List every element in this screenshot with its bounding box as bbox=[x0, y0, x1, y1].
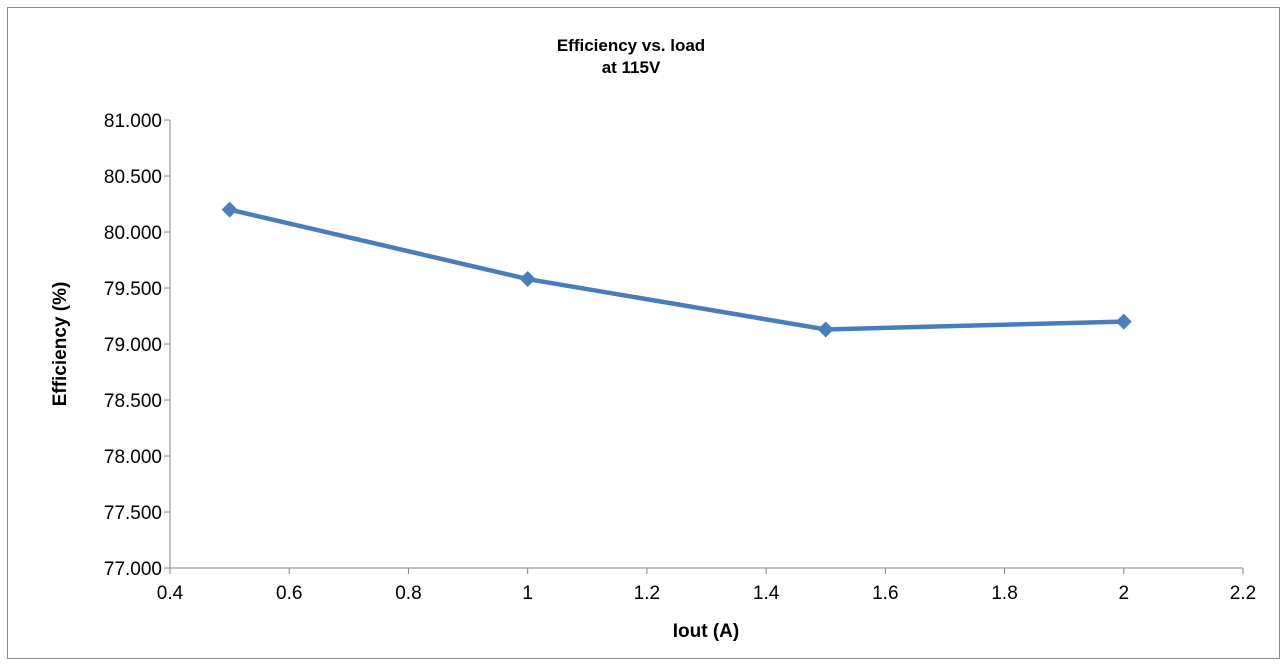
series-group bbox=[221, 201, 1132, 338]
x-axis-ticks: 0.4 0.6 0.8 1 1.2 1.4 1.6 1.8 2 2.2 bbox=[157, 568, 1256, 604]
x-tick-label: 2 bbox=[1118, 583, 1129, 604]
y-tick-label: 77.500 bbox=[104, 503, 162, 524]
x-tick-label: 0.4 bbox=[157, 583, 184, 604]
chart-title-line-1: Efficiency vs. load bbox=[557, 36, 705, 55]
data-point-marker bbox=[519, 271, 536, 288]
y-axis-title: Efficiency (%) bbox=[50, 282, 71, 407]
chart-frame bbox=[7, 7, 1280, 659]
y-tick-label: 79.500 bbox=[104, 279, 162, 300]
y-tick-label: 81.000 bbox=[104, 111, 162, 132]
x-tick-label: 2.2 bbox=[1230, 583, 1256, 604]
data-point-marker bbox=[1115, 313, 1132, 330]
x-axis-title: Iout (A) bbox=[673, 621, 739, 642]
data-point-marker bbox=[221, 201, 238, 218]
x-tick-label: 1.4 bbox=[753, 583, 780, 604]
series-line bbox=[229, 207, 1124, 332]
x-tick-label: 1.2 bbox=[634, 583, 660, 604]
y-tick-label: 78.000 bbox=[104, 447, 162, 468]
chart-title-line-2: at 115V bbox=[602, 58, 661, 77]
y-tick-label: 78.500 bbox=[104, 391, 162, 412]
x-tick-label: 1 bbox=[522, 583, 533, 604]
y-tick-label: 77.000 bbox=[104, 559, 162, 580]
y-axis-ticks: 77.000 77.500 78.000 78.500 79.000 79.500 80.0… bbox=[104, 111, 170, 580]
x-tick-label: 1.6 bbox=[872, 583, 898, 604]
y-tick-label: 80.000 bbox=[104, 223, 162, 244]
x-tick-label: 0.8 bbox=[395, 583, 421, 604]
x-tick-label: 1.8 bbox=[991, 583, 1017, 604]
y-tick-label: 80.500 bbox=[104, 167, 162, 188]
x-tick-label: 0.6 bbox=[276, 583, 302, 604]
y-tick-label: 79.000 bbox=[104, 335, 162, 356]
data-point-marker bbox=[817, 321, 834, 338]
